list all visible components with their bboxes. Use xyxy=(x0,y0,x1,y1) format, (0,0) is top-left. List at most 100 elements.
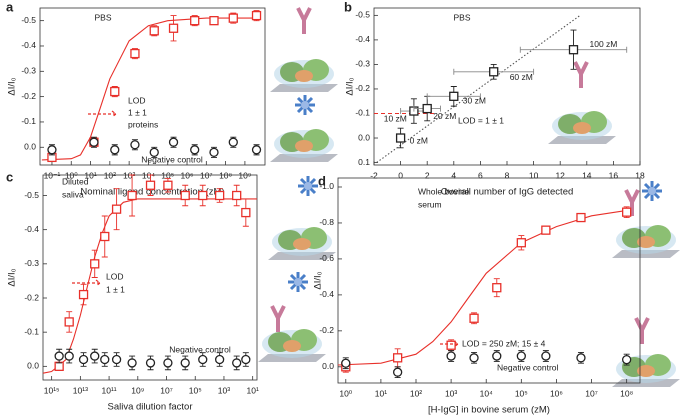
y-tick-label: -0.4 xyxy=(355,34,370,44)
marker xyxy=(251,10,262,21)
annotation: LOD xyxy=(128,95,145,105)
marker xyxy=(446,351,456,361)
y-tick-label: -0.4 xyxy=(319,289,334,299)
marker xyxy=(449,91,459,101)
marker xyxy=(241,207,251,218)
marker xyxy=(78,354,89,365)
annotation: serum xyxy=(418,199,442,209)
marker xyxy=(469,313,479,323)
marker xyxy=(190,16,200,26)
y-tick-label: 0.0 xyxy=(24,142,36,152)
y-tick-label: -0.1 xyxy=(21,116,36,126)
marker xyxy=(90,351,100,361)
marker xyxy=(54,351,64,361)
y-tick-label: -0.3 xyxy=(24,258,39,268)
y-tick-label: 0.0 xyxy=(27,361,39,371)
x-tick-label: 6 xyxy=(478,170,483,180)
marker xyxy=(492,351,502,361)
y-tick-label: -0.1 xyxy=(355,108,370,118)
marker xyxy=(100,354,110,365)
marker xyxy=(251,145,262,155)
annotation: LOD = 1 ± 1 xyxy=(458,115,504,125)
panel-letter: c xyxy=(6,169,13,184)
marker xyxy=(392,353,403,363)
y-tick-label: -0.4 xyxy=(21,40,36,50)
y-tick-label: -0.1 xyxy=(24,326,39,336)
x-tick-label: 10⁸ xyxy=(620,388,633,398)
annotation: 1 ± 1 xyxy=(128,107,147,117)
y-tick-label: -0.2 xyxy=(355,83,370,93)
panel-letter: b xyxy=(344,0,352,14)
marker xyxy=(163,358,173,368)
x-tick-label: 10⁶ xyxy=(550,388,563,398)
x-axis-label: [H-IgG] in bovine serum (zM) xyxy=(428,405,550,416)
x-tick-label: 14 xyxy=(582,170,592,180)
plot-frame xyxy=(39,7,266,166)
marker xyxy=(130,140,140,150)
marker xyxy=(341,358,351,368)
marker xyxy=(149,147,159,157)
y-axis-label: ΔI/I₀ xyxy=(7,77,18,95)
x-tick-label: 10³ xyxy=(445,388,457,398)
marker xyxy=(576,212,586,223)
y-tick-label: -0.3 xyxy=(21,66,36,76)
x-axis-label: Saliva dilution factor xyxy=(107,402,192,413)
y-tick-label: -0.3 xyxy=(355,59,370,69)
point-label: 20 zM xyxy=(433,111,456,121)
x-tick-label: 12 xyxy=(555,170,565,180)
marker xyxy=(209,147,219,157)
annotation: Whole bovine xyxy=(418,186,470,196)
y-axis-label: ΔI/I₀ xyxy=(313,271,324,289)
x-tick-label: 4 xyxy=(451,170,456,180)
x-tick-label: 10⁷ xyxy=(160,385,173,395)
lod-arrow xyxy=(88,110,117,118)
annotation: 1 ± 1 xyxy=(106,284,125,294)
x-tick-label: 10³ xyxy=(218,385,230,395)
y-tick-label: -0.2 xyxy=(24,292,39,302)
y-tick-label: 0.1 xyxy=(358,157,370,167)
x-tick-label: 16 xyxy=(609,170,619,180)
point-label: 10 zM xyxy=(384,113,407,123)
marker xyxy=(241,354,251,365)
marker xyxy=(228,137,238,147)
y-tick-label: -1.0 xyxy=(319,181,334,191)
x-tick-label: 10⁴ xyxy=(480,388,493,398)
marker xyxy=(47,145,57,155)
marker xyxy=(100,231,110,242)
y-tick-label: -0.5 xyxy=(24,190,39,200)
y-tick-label: -0.4 xyxy=(24,224,39,234)
y-axis-label: ΔI/I₀ xyxy=(7,268,18,286)
fit-line xyxy=(376,14,581,163)
point-label: 60 zM xyxy=(510,72,533,82)
marker xyxy=(392,367,403,377)
annotation: PBS xyxy=(453,12,470,22)
marker xyxy=(622,354,632,365)
marker xyxy=(64,351,74,361)
y-tick-label: -0.5 xyxy=(355,10,370,20)
marker xyxy=(64,317,74,327)
marker xyxy=(214,190,225,201)
fit-line xyxy=(337,209,627,366)
marker xyxy=(78,289,89,300)
marker xyxy=(568,45,579,55)
marker xyxy=(110,145,120,155)
x-tick-label: 10¹¹ xyxy=(102,385,117,395)
x-tick-label: 10² xyxy=(410,388,422,398)
marker xyxy=(541,351,551,361)
annotation: saliva xyxy=(62,189,84,199)
marker xyxy=(232,190,242,201)
point-label: 0 zM xyxy=(410,135,428,145)
marker xyxy=(168,23,179,33)
marker xyxy=(232,358,242,368)
marker xyxy=(89,137,99,147)
annotation: proteins xyxy=(128,119,158,129)
marker xyxy=(145,180,156,190)
annotation: Negative control xyxy=(497,362,559,372)
y-tick-label: -0.8 xyxy=(319,217,334,227)
marker xyxy=(110,86,120,97)
marker xyxy=(198,190,208,201)
marker xyxy=(54,361,64,371)
fit-line xyxy=(41,17,257,161)
marker xyxy=(180,190,190,201)
